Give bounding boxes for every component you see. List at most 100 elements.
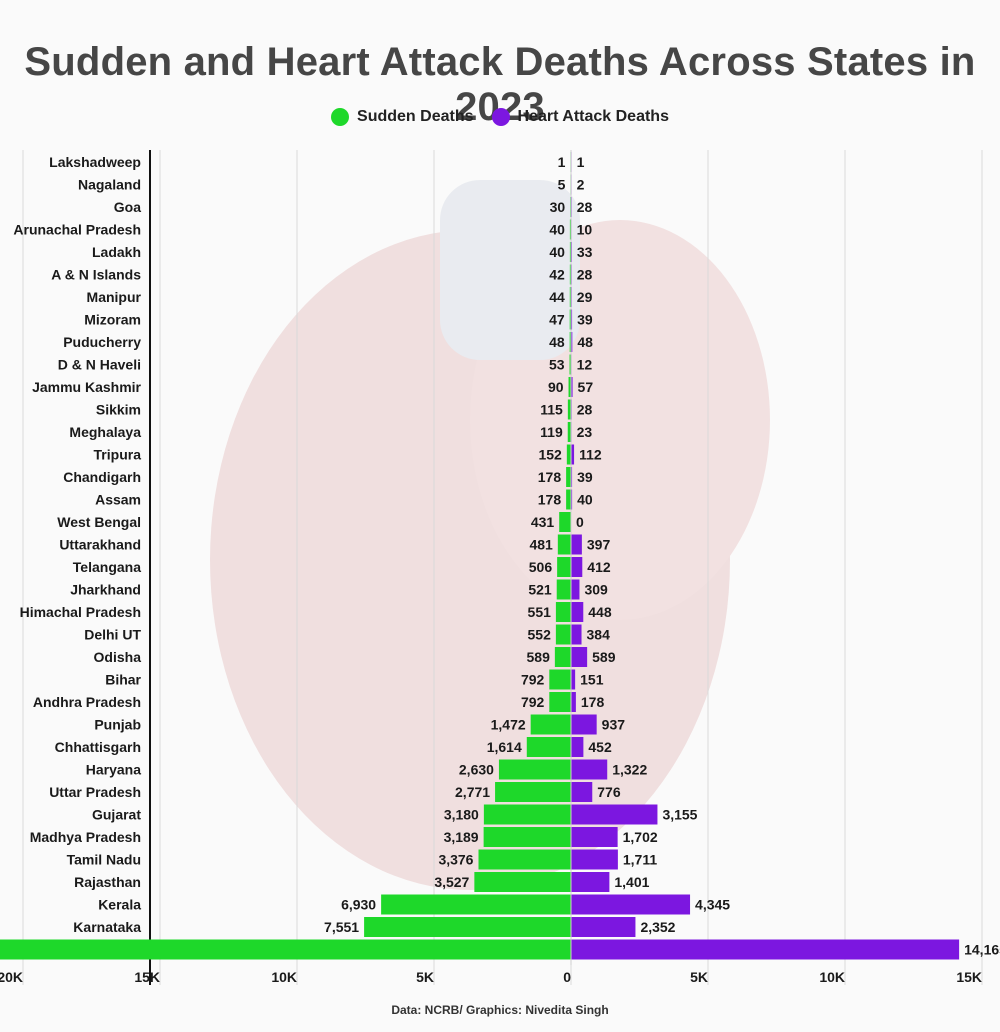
bar-sudden-8 bbox=[569, 332, 571, 352]
value-label-heart-8: 48 bbox=[577, 334, 593, 350]
category-label-24: Andhra Pradesh bbox=[33, 694, 141, 710]
bar-sudden-6 bbox=[569, 287, 571, 307]
value-label-sudden-13: 152 bbox=[538, 447, 562, 463]
bar-heart-7 bbox=[571, 309, 573, 330]
bar-sudden-26 bbox=[526, 737, 571, 757]
value-label-heart-0: 1 bbox=[577, 154, 585, 170]
value-label-sudden-1: 5 bbox=[558, 177, 566, 193]
value-label-heart-13: 112 bbox=[579, 447, 602, 463]
value-label-heart-30: 1,702 bbox=[623, 829, 658, 845]
chart-legend: Sudden Deaths Heart Attack Deaths bbox=[0, 108, 1000, 126]
value-label-sudden-25: 1,472 bbox=[491, 717, 526, 733]
x-tick-label-5: 0 bbox=[563, 969, 571, 985]
value-label-heart-15: 40 bbox=[577, 492, 593, 508]
category-label-17: Uttarakhand bbox=[59, 537, 141, 553]
bar-heart-22 bbox=[571, 647, 588, 667]
value-label-sudden-34: 7,551 bbox=[324, 919, 359, 935]
bar-heart-14 bbox=[571, 467, 573, 487]
bar-sudden-34 bbox=[364, 917, 571, 937]
bar-sudden-5 bbox=[569, 264, 571, 285]
bar-sudden-10 bbox=[568, 377, 571, 397]
value-label-heart-18: 412 bbox=[587, 559, 611, 575]
bar-heart-18 bbox=[571, 557, 583, 577]
category-label-28: Uttar Pradesh bbox=[49, 784, 141, 800]
value-label-sudden-24: 792 bbox=[521, 694, 545, 710]
legend-label-sudden-deaths: Sudden Deaths bbox=[357, 108, 474, 125]
category-label-1: Nagaland bbox=[78, 177, 141, 193]
category-label-12: Meghalaya bbox=[69, 424, 141, 440]
bar-sudden-19 bbox=[556, 579, 571, 600]
bar-sudden-22 bbox=[554, 647, 571, 667]
x-tick-label-3: 10K bbox=[271, 969, 297, 985]
bar-sudden-7 bbox=[569, 309, 571, 330]
value-label-sudden-23: 792 bbox=[521, 672, 545, 688]
value-label-heart-21: 384 bbox=[587, 627, 611, 643]
value-label-sudden-14: 178 bbox=[538, 469, 562, 485]
value-label-heart-10: 57 bbox=[578, 379, 594, 395]
category-label-15: Assam bbox=[95, 492, 141, 508]
category-label-4: Ladakh bbox=[92, 244, 141, 260]
value-label-sudden-28: 2,771 bbox=[455, 784, 490, 800]
value-label-sudden-19: 521 bbox=[528, 582, 552, 598]
bar-heart-15 bbox=[571, 489, 573, 510]
bar-sudden-35 bbox=[0, 939, 571, 960]
value-label-sudden-32: 3,527 bbox=[434, 874, 469, 890]
bar-sudden-25 bbox=[530, 714, 571, 735]
category-label-19: Jharkhand bbox=[70, 582, 141, 598]
category-label-23: Bihar bbox=[105, 672, 141, 688]
value-label-heart-27: 1,322 bbox=[612, 762, 647, 778]
category-label-25: Punjab bbox=[94, 717, 141, 733]
bar-sudden-15 bbox=[566, 489, 571, 510]
bar-sudden-21 bbox=[555, 624, 571, 645]
legend-swatch-sudden-deaths bbox=[331, 108, 350, 126]
bar-heart-31 bbox=[571, 849, 618, 870]
value-label-heart-4: 33 bbox=[577, 244, 593, 260]
value-label-sudden-0: 1 bbox=[558, 154, 566, 170]
value-label-heart-3: 10 bbox=[577, 222, 593, 238]
category-label-26: Chhattisgarh bbox=[55, 739, 141, 755]
value-label-heart-14: 39 bbox=[577, 469, 593, 485]
bar-heart-26 bbox=[571, 737, 584, 757]
value-label-heart-35: 14,165 bbox=[964, 942, 1000, 958]
value-label-heart-6: 29 bbox=[577, 289, 593, 305]
bar-sudden-24 bbox=[549, 692, 571, 712]
x-tick-label-2: 15K bbox=[134, 969, 160, 985]
bar-sudden-30 bbox=[483, 827, 571, 847]
bar-sudden-28 bbox=[495, 782, 571, 802]
value-label-sudden-9: 53 bbox=[549, 357, 565, 373]
bar-sudden-31 bbox=[478, 849, 571, 870]
category-label-21: Delhi UT bbox=[84, 627, 141, 643]
bar-sudden-18 bbox=[557, 557, 571, 577]
x-tick-label-6: 5K bbox=[690, 969, 708, 985]
category-label-6: Manipur bbox=[87, 289, 142, 305]
x-tick-label-7: 10K bbox=[819, 969, 845, 985]
category-label-33: Kerala bbox=[98, 897, 141, 913]
legend-swatch-heart-attack-deaths bbox=[491, 108, 510, 126]
bar-heart-34 bbox=[571, 917, 636, 937]
bar-sudden-14 bbox=[566, 467, 571, 487]
bar-heart-29 bbox=[571, 804, 658, 825]
bar-heart-17 bbox=[571, 534, 582, 555]
bar-sudden-20 bbox=[555, 602, 571, 622]
bar-sudden-13 bbox=[566, 444, 571, 465]
category-label-30: Madhya Pradesh bbox=[30, 829, 141, 845]
category-label-22: Odisha bbox=[94, 649, 142, 665]
value-label-heart-16: 0 bbox=[576, 514, 584, 530]
category-label-31: Tamil Nadu bbox=[67, 852, 141, 868]
bar-heart-28 bbox=[571, 782, 593, 802]
bar-sudden-17 bbox=[557, 534, 571, 555]
category-label-20: Himachal Pradesh bbox=[20, 604, 141, 620]
bar-sudden-29 bbox=[483, 804, 571, 825]
value-label-sudden-29: 3,180 bbox=[444, 807, 479, 823]
category-label-5: A & N Islands bbox=[51, 267, 141, 283]
bar-heart-30 bbox=[571, 827, 618, 847]
x-tick-label-1: 20K bbox=[0, 969, 23, 985]
value-label-sudden-7: 47 bbox=[549, 312, 565, 328]
value-label-sudden-4: 40 bbox=[549, 244, 565, 260]
bar-heart-27 bbox=[571, 759, 608, 780]
bar-heart-35 bbox=[571, 939, 960, 960]
value-label-sudden-10: 90 bbox=[548, 379, 564, 395]
category-label-18: Telangana bbox=[73, 559, 141, 575]
chart-title: Sudden and Heart Attack Deaths Across St… bbox=[24, 40, 976, 129]
category-label-34: Karnataka bbox=[73, 919, 141, 935]
